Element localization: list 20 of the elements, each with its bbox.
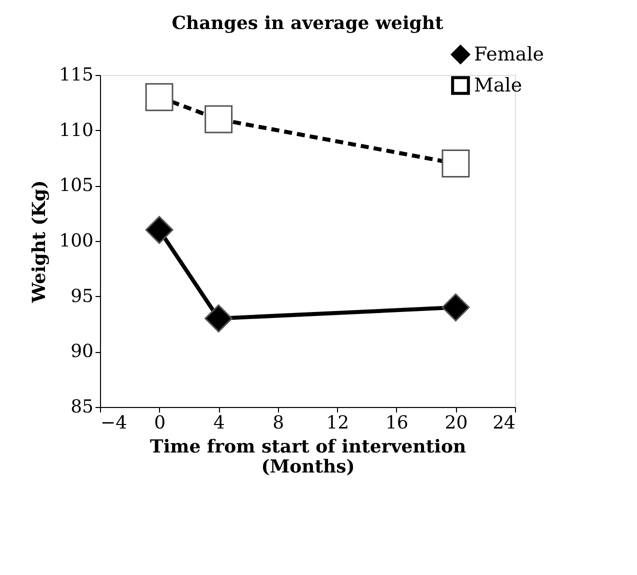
- x-tick-label: 16: [385, 412, 408, 434]
- y-tick-label: 115: [59, 64, 94, 86]
- y-tick-label: 100: [59, 230, 94, 252]
- x-tick-label: 0: [154, 412, 166, 434]
- x-tick-label: 12: [326, 412, 350, 434]
- chart-title: Changes in average weight: [172, 13, 444, 34]
- x-tick-label: 24: [492, 412, 516, 434]
- x-tick-label: 8: [272, 412, 284, 434]
- x-axis-title: Time from start of intervention (Months): [150, 436, 466, 478]
- x-tick-label: 20: [444, 412, 468, 434]
- y-tick-label: 90: [70, 341, 94, 362]
- y-axis-title: Weight (Kg): [29, 180, 50, 304]
- y-tick-label: 95: [70, 286, 94, 307]
- y-tick-label: 105: [59, 175, 94, 196]
- y-tick-label: 85: [70, 396, 94, 418]
- legend-label: Male: [474, 74, 522, 96]
- x-tick-label: 4: [213, 412, 225, 434]
- x-tick-label: −4: [100, 412, 128, 434]
- legend-label: Female: [474, 44, 544, 66]
- y-tick-label: 110: [59, 120, 94, 141]
